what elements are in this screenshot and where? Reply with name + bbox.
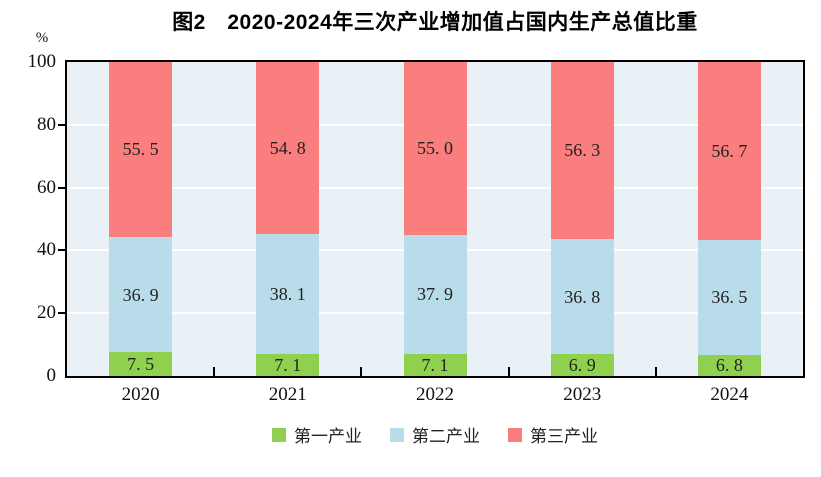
bar-group-2023: 6. 9 36. 8 56. 3 — [550, 62, 614, 376]
chart-title: 图2 2020-2024年三次产业增加值占国内生产总值比重 — [172, 11, 698, 34]
y-axis-unit-label: % — [35, 30, 49, 46]
legend-label: 第二产业 — [412, 427, 480, 446]
legend-item: 第一产业 — [272, 422, 362, 447]
bar-segment: 36. 8 — [550, 238, 614, 355]
bar-segment: 54. 8 — [256, 62, 320, 235]
bar-segment: 36. 5 — [697, 240, 761, 355]
bar-value-label: 36. 9 — [122, 284, 159, 305]
legend-swatch — [272, 427, 286, 442]
y-tick-label: 0 — [46, 365, 57, 386]
x-tick-label: 2022 — [415, 384, 454, 405]
bar-value-label: 6. 8 — [715, 355, 743, 376]
legend-item: 第三产业 — [508, 422, 598, 447]
bar-group-2022: 7. 1 37. 9 55. 0 — [403, 62, 467, 376]
y-tick-label: 40 — [37, 239, 56, 261]
bar-segment: 6. 8 — [697, 354, 761, 376]
bar-segment: 55. 5 — [109, 62, 173, 237]
y-tick-label: 60 — [37, 176, 56, 198]
y-tick-label: 80 — [37, 113, 56, 135]
x-tick-label: 2024 — [710, 384, 749, 405]
bar-segment: 36. 9 — [109, 236, 173, 353]
x-tick-mark — [507, 367, 510, 376]
x-tick-label: 2021 — [268, 384, 307, 405]
bar-value-label: 7. 1 — [421, 354, 449, 375]
plot-area: 7. 5 36. 9 55. 5 7. 1 38. 1 54. 8 7. 1 37. 9 55.… — [65, 60, 805, 378]
y-tick-label: 20 — [37, 302, 56, 324]
bar-segment: 56. 7 — [697, 62, 761, 241]
legend: 第一产业 第二产业 第三产业 — [65, 422, 805, 447]
bar-value-label: 56. 7 — [711, 141, 748, 162]
x-tick-label: 2020 — [121, 384, 160, 405]
bar-value-label: 7. 1 — [274, 354, 302, 375]
x-tick-mark — [360, 367, 363, 376]
bar-group-2020: 7. 5 36. 9 55. 5 — [109, 62, 173, 376]
bar-value-label: 56. 3 — [564, 140, 601, 161]
legend-swatch — [390, 427, 404, 442]
bar-value-label: 36. 8 — [564, 286, 601, 307]
bar-value-label: 38. 1 — [269, 283, 306, 304]
bar-value-label: 6. 9 — [568, 355, 596, 376]
bar-segment: 7. 1 — [403, 353, 467, 376]
bar-segment: 6. 9 — [550, 354, 614, 376]
bar-segment: 38. 1 — [256, 234, 320, 354]
bar-value-label: 36. 5 — [711, 287, 748, 308]
bar-group-2021: 7. 1 38. 1 54. 8 — [256, 62, 320, 376]
bar-segment: 56. 3 — [550, 62, 614, 239]
y-tick-label: 100 — [27, 51, 57, 72]
x-tick-mark — [213, 367, 216, 376]
legend-label: 第三产业 — [530, 427, 598, 446]
bar-value-label: 7. 5 — [127, 354, 155, 375]
y-tick-mark — [58, 186, 65, 189]
y-tick-mark — [58, 249, 65, 252]
bar-segment: 7. 1 — [256, 353, 320, 376]
x-tick-label: 2023 — [563, 384, 602, 405]
legend-label: 第一产业 — [294, 427, 362, 446]
legend-swatch — [508, 427, 522, 442]
bar-value-label: 37. 9 — [417, 284, 453, 305]
bar-segment: 37. 9 — [403, 234, 467, 354]
legend-item: 第二产业 — [390, 422, 480, 447]
x-tick-mark — [654, 367, 657, 376]
bar-segment: 55. 0 — [403, 62, 467, 235]
y-tick-mark — [58, 312, 65, 315]
bar-value-label: 55. 5 — [122, 139, 159, 160]
bar-value-label: 55. 0 — [417, 138, 453, 159]
y-tick-mark — [58, 123, 65, 126]
bar-group-2024: 6. 8 36. 5 56. 7 — [697, 62, 761, 376]
bar-segment: 7. 5 — [109, 352, 173, 376]
bar-value-label: 54. 8 — [269, 138, 306, 159]
